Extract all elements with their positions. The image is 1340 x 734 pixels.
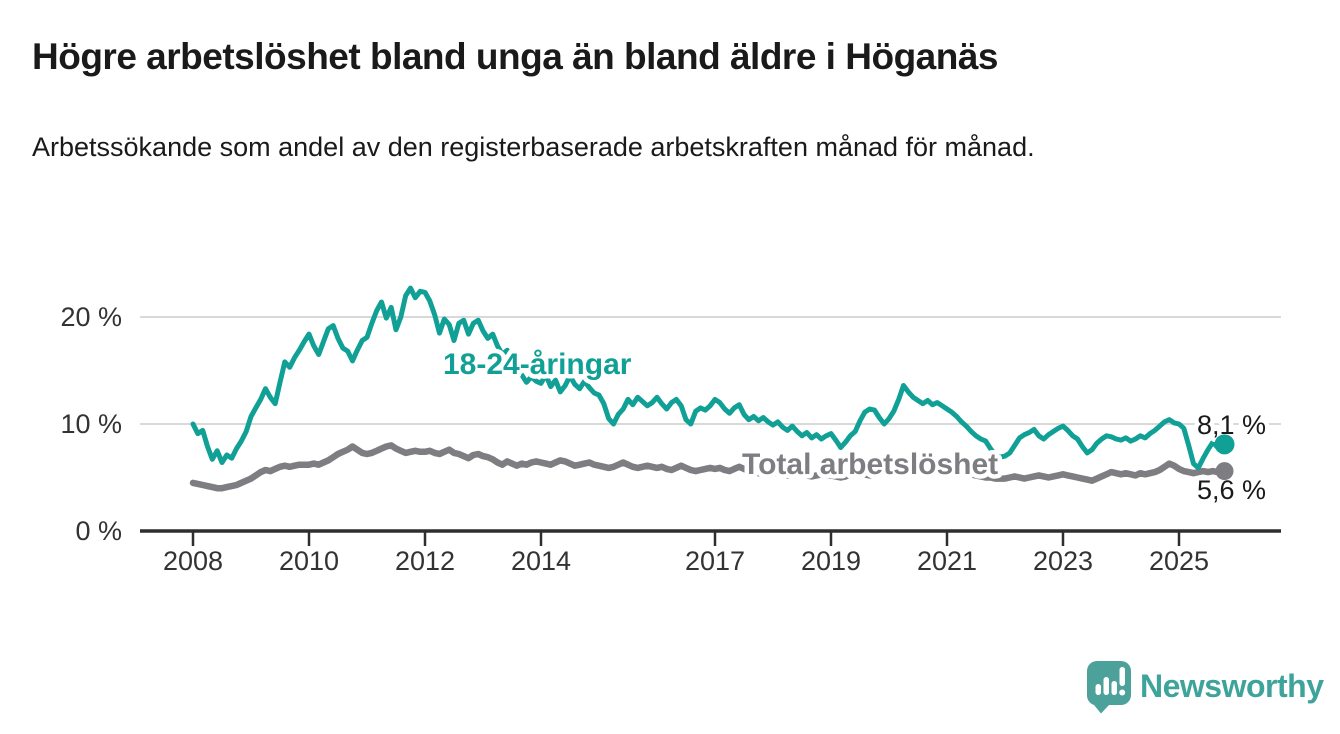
x-tick-label: 2012 xyxy=(395,546,455,576)
y-tick-label: 0 % xyxy=(75,516,122,546)
x-tick-label: 2023 xyxy=(1033,546,1093,576)
page-title: Högre arbetslöshet bland unga än bland ä… xyxy=(32,36,999,77)
x-tick-label: 2008 xyxy=(163,546,223,576)
newsworthy-logo-text: Newsworthy xyxy=(1140,668,1324,704)
x-axis xyxy=(140,529,1281,546)
end-value-label-young: 8,1 % xyxy=(1197,410,1266,440)
y-tick-label: 10 % xyxy=(60,409,122,439)
series-label-total: Total arbetslöshet xyxy=(742,448,998,481)
x-tick-label: 2019 xyxy=(801,546,861,576)
end-value-label-total: 5,6 % xyxy=(1197,475,1266,505)
y-tick-label: 20 % xyxy=(60,302,122,332)
series-lines xyxy=(189,285,1226,492)
x-tick-label: 2017 xyxy=(685,546,745,576)
newsworthy-logo: Newsworthy xyxy=(1087,661,1325,714)
series-end-dot-total xyxy=(1215,462,1234,481)
series-label-young: 18-24-åringar xyxy=(443,348,632,381)
x-tick-label: 2025 xyxy=(1149,546,1209,576)
chart-subtitle: Arbetssökande som andel av den registerb… xyxy=(32,132,1035,162)
x-tick-label: 2014 xyxy=(511,546,571,576)
series-end-dots xyxy=(1214,434,1235,481)
series-line-total xyxy=(189,442,1226,492)
axis-tick-labels: 2008 2010 2012 2014 2017 2019 2021 2023 2025 0 % 1… xyxy=(60,302,1209,576)
x-tick-label: 2010 xyxy=(279,546,339,576)
series-end-dot-young xyxy=(1214,434,1235,455)
x-tick-label: 2021 xyxy=(917,546,977,576)
bar-chart-speech-bubble-icon xyxy=(1087,661,1131,714)
series-line-young xyxy=(190,285,1225,471)
gridlines xyxy=(140,316,1281,425)
